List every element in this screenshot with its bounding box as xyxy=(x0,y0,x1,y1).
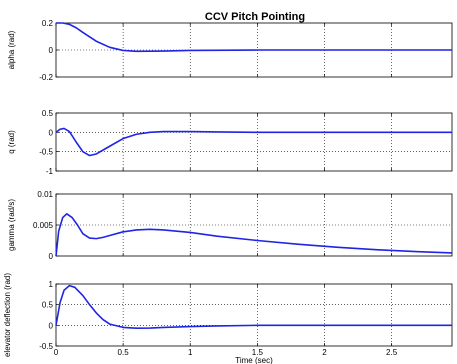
alpha-y-tick-label: -0.2 xyxy=(39,73,53,82)
elevator-x-tick-label: 1 xyxy=(188,348,193,357)
elevator-x-tick-label: 2 xyxy=(322,348,327,357)
gamma-y-tick-label: 0 xyxy=(49,252,54,261)
elevator-series-line xyxy=(55,284,452,330)
elevator-y-tick-label: 0.5 xyxy=(42,301,54,310)
subplot-q: -1 -0.5 0 0.5 q (rad) xyxy=(7,109,453,176)
alpha-y-axis-label: alpha (rad) xyxy=(7,30,16,69)
q-series-line xyxy=(55,127,452,157)
elevator-y-axis-label: elevator deflection (rad) xyxy=(3,273,12,357)
elevator-x-tick-label: 1.5 xyxy=(252,348,264,357)
q-y-tick-label: -1 xyxy=(46,167,54,176)
figure-title: CCV Pitch Pointing xyxy=(205,11,305,23)
alpha-y-tick-label: 0 xyxy=(49,46,54,55)
elevator-x-tick-label: 2.5 xyxy=(386,348,398,357)
x-axis-label: Time (sec) xyxy=(235,356,273,364)
q-axes-box xyxy=(55,112,453,172)
gamma-y-tick-label: 0.005 xyxy=(33,221,54,230)
q-y-axis-label: q (rad) xyxy=(7,130,16,154)
gamma-y-axis-label: gamma (rad/s) xyxy=(7,199,16,251)
elevator-y-tick-label: 0 xyxy=(49,321,54,330)
elevator-y-tick-label: -0.5 xyxy=(39,342,53,351)
alpha-series-line xyxy=(56,22,452,53)
q-y-tick-label: 0 xyxy=(49,128,54,137)
q-y-tick-label: -0.5 xyxy=(39,148,53,157)
elevator-y-tick-label: 1 xyxy=(49,280,54,289)
elevator-axes-box xyxy=(55,283,453,347)
gamma-y-tick-label: 0.01 xyxy=(37,190,53,199)
gamma-series-line xyxy=(55,213,453,257)
alpha-y-tick-label: 0.2 xyxy=(42,19,54,28)
elevator-x-tick-label: 0 xyxy=(54,348,59,357)
subplot-alpha: -0.2 0 0.2 alpha (rad) xyxy=(7,19,453,82)
elevator-x-tick-label: 0.5 xyxy=(118,348,130,357)
q-y-tick-label: 0.5 xyxy=(42,109,54,118)
subplot-gamma: 0 0.005 0.01 gamma (rad/s) xyxy=(7,190,453,261)
